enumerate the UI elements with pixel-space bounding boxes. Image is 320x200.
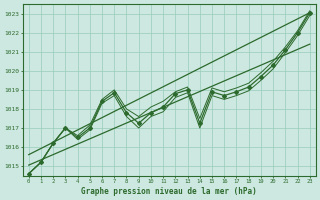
X-axis label: Graphe pression niveau de la mer (hPa): Graphe pression niveau de la mer (hPa)	[81, 187, 257, 196]
